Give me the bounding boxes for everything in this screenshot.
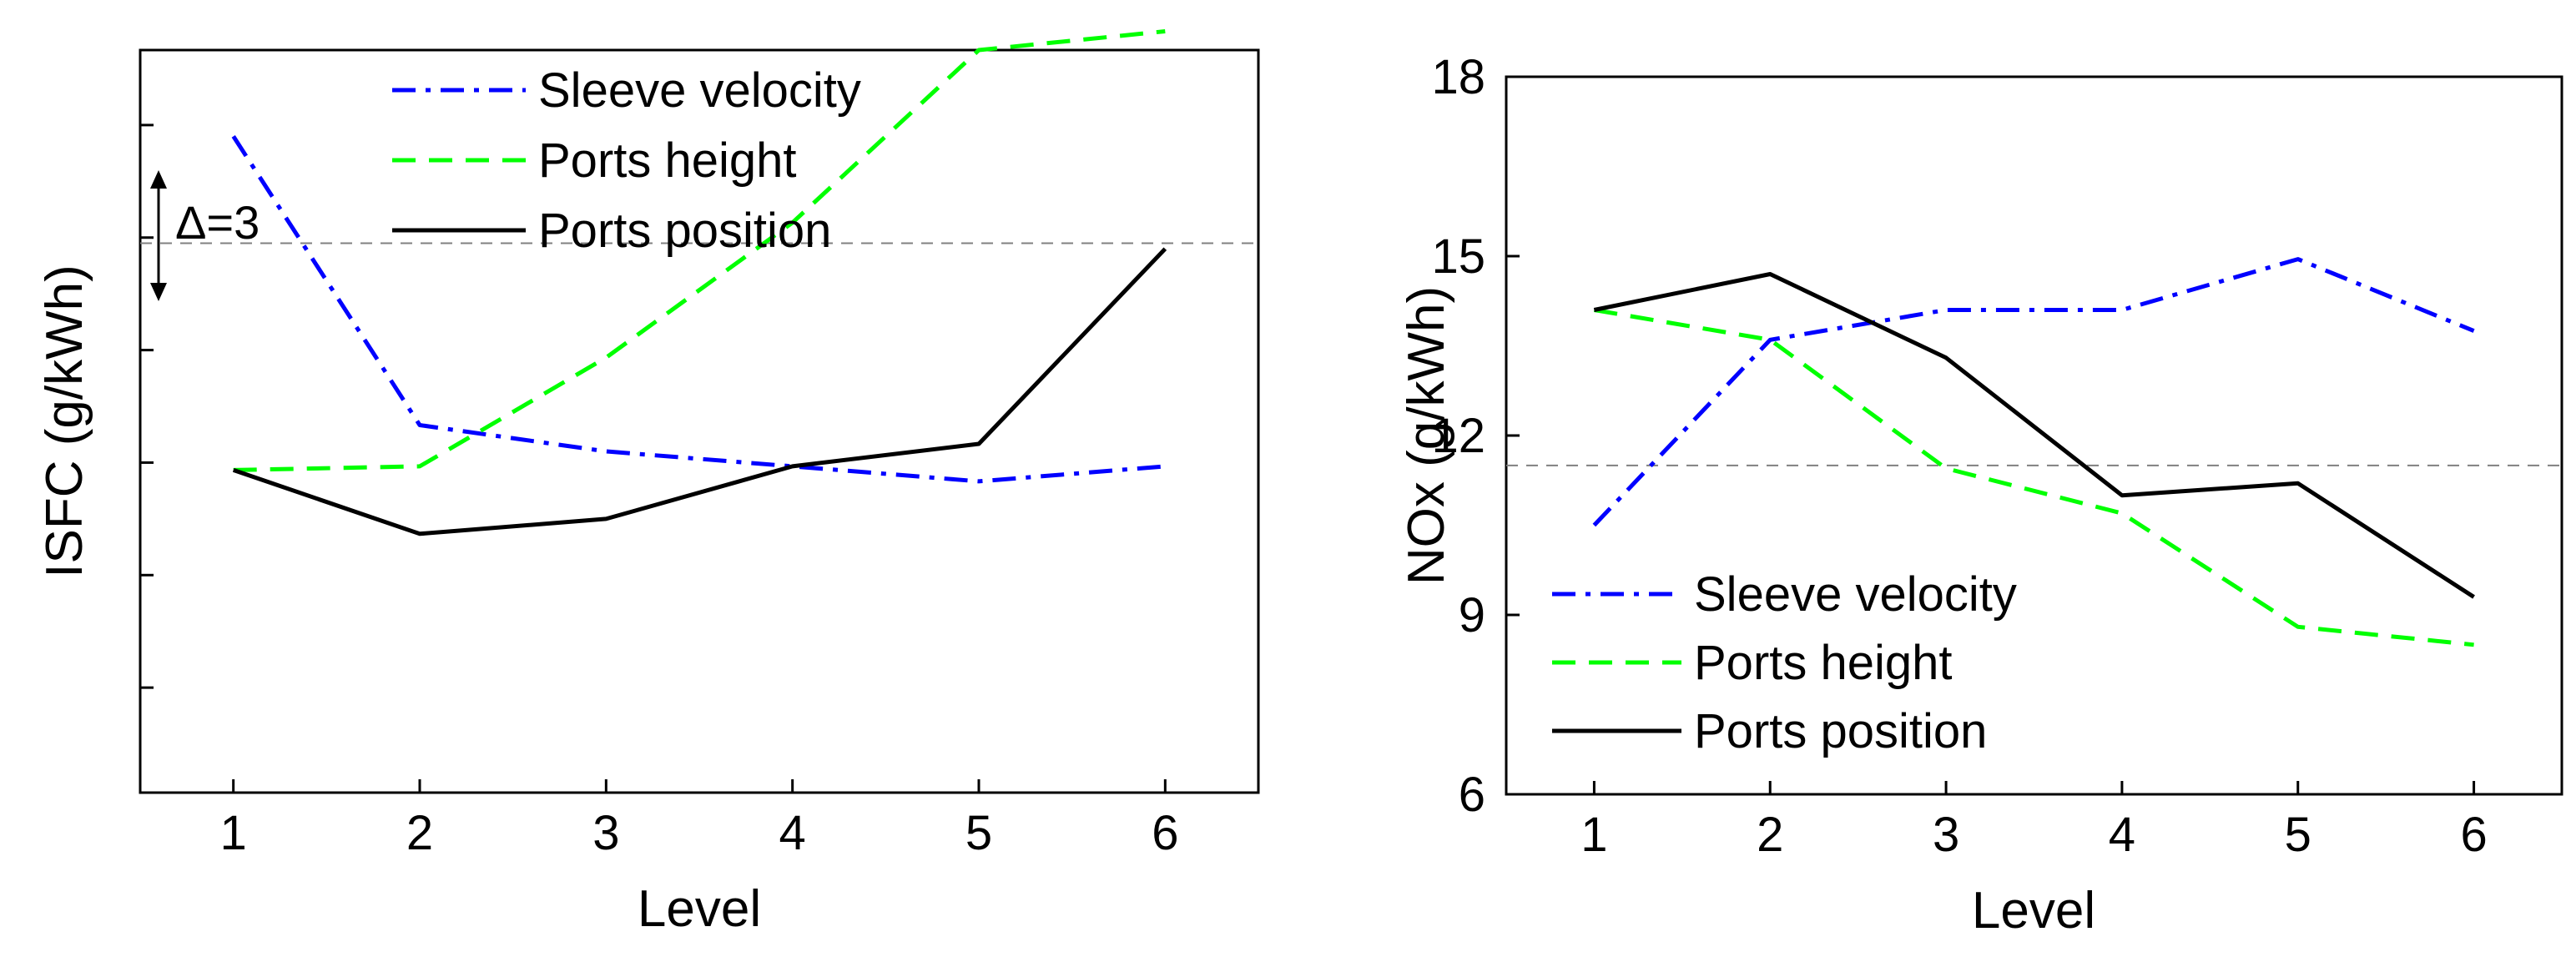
legend-label-ports-height: Ports height	[1694, 636, 1953, 690]
legend-label-ports-height: Ports height	[538, 133, 797, 188]
nox-series	[1592, 257, 2475, 647]
series-line-ports-position	[1593, 272, 2475, 599]
series-line-sleeve-velocity	[1592, 257, 2475, 527]
delta-annotation: Δ=3	[150, 170, 260, 301]
x-tick-label: 6	[1152, 806, 1178, 860]
legend-label-sleeve-velocity: Sleeve velocity	[1694, 567, 2017, 622]
x-tick-label: 1	[1580, 808, 1607, 862]
x-tick-label: 2	[406, 806, 433, 860]
delta-label: Δ=3	[175, 196, 260, 249]
legend-label-ports-position: Ports position	[538, 204, 831, 258]
nox-y-axis-label: NOx (g/kWh)	[1398, 286, 1455, 585]
isfc-y-ticks	[140, 123, 154, 689]
nox-x-axis-label: Level	[1972, 882, 2095, 939]
isfc-chart: 1 2 3 4 5 6 Δ=3 Sleeve velocity Ports height …	[36, 29, 1260, 938]
x-tick-label: 2	[1757, 808, 1783, 862]
isfc-plot-frame	[139, 48, 1260, 794]
y-tick-label: 9	[1459, 588, 1485, 642]
isfc-x-axis-label: Level	[638, 880, 761, 938]
series-line-ports-height	[1593, 308, 2474, 647]
legend-label-sleeve-velocity: Sleeve velocity	[538, 63, 861, 118]
x-tick-label: 4	[2109, 808, 2135, 862]
isfc-y-axis-label: ISFC (g/kWh)	[36, 264, 93, 577]
x-tick-label: 3	[592, 806, 619, 860]
isfc-series	[231, 29, 1167, 536]
nox-legend: Sleeve velocity Ports height Ports posit…	[1552, 567, 2017, 758]
series-line-ports-position	[232, 247, 1167, 536]
x-tick-label: 5	[2285, 808, 2311, 862]
nox-y-ticks: 6 9 12 15 18	[1431, 50, 1520, 822]
y-tick-label: 12	[1431, 409, 1485, 463]
nox-x-ticks: 1 2 3 4 5 6	[1580, 781, 2488, 862]
series-line-ports-height	[233, 29, 1166, 472]
nox-plot-frame	[1505, 75, 2563, 796]
x-tick-label: 1	[220, 806, 247, 860]
x-tick-label: 4	[779, 806, 806, 860]
isfc-x-ticks: 1 2 3 4 5 6	[220, 779, 1178, 860]
delta-arrow-up	[150, 170, 167, 189]
series-line-sleeve-velocity	[231, 135, 1166, 484]
y-tick-label: 15	[1431, 229, 1485, 284]
y-tick-label: 6	[1459, 768, 1485, 822]
isfc-legend: Sleeve velocity Ports height Ports posit…	[392, 63, 861, 258]
y-tick-label: 18	[1431, 50, 1485, 104]
legend-label-ports-position: Ports position	[1694, 704, 1987, 758]
delta-arrow-down	[150, 283, 167, 301]
x-tick-label: 5	[965, 806, 992, 860]
x-tick-label: 6	[2460, 808, 2487, 862]
x-tick-label: 3	[1933, 808, 1959, 862]
